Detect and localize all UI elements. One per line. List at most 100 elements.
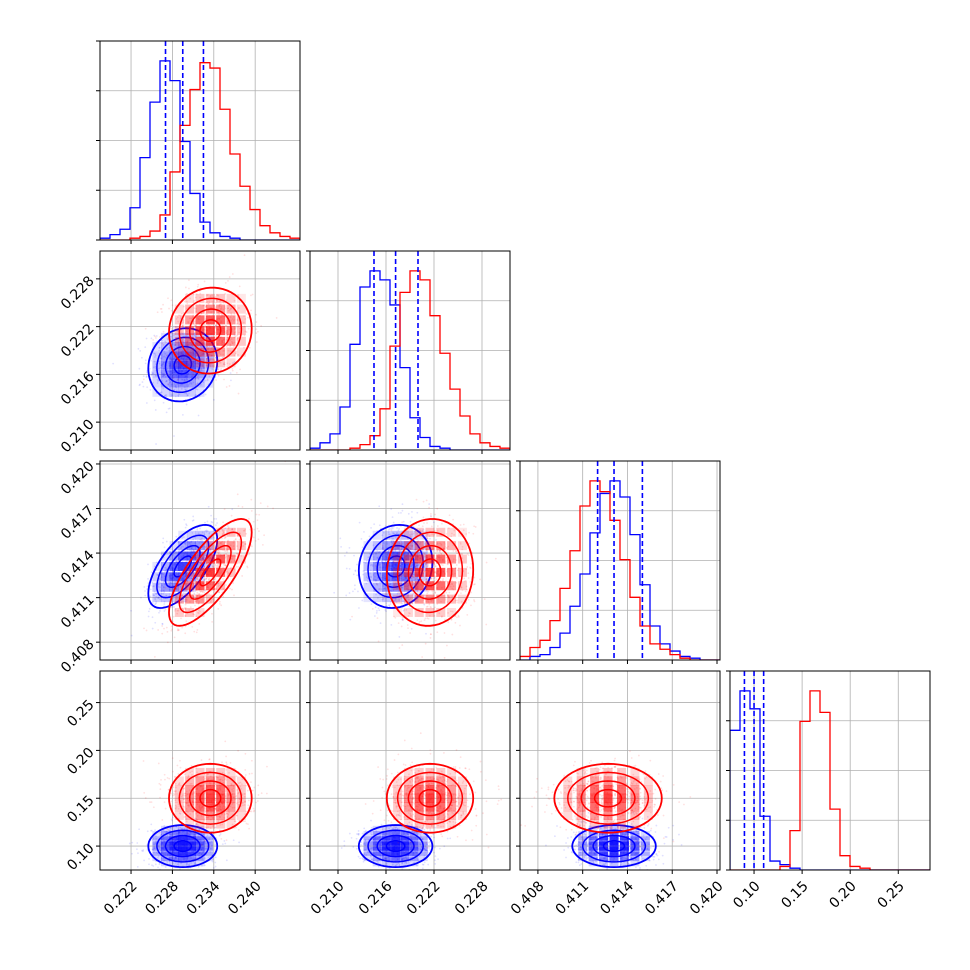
scatter-point: [198, 851, 201, 854]
scatter-point: [213, 548, 216, 551]
scatter-point: [171, 304, 174, 307]
scatter-point: [464, 579, 467, 582]
scatter-point: [159, 849, 162, 852]
scatter-point: [194, 394, 197, 397]
scatter-point: [348, 546, 351, 549]
scatter-point: [174, 582, 177, 584]
scatter-point: [225, 547, 228, 550]
scatter-point: [408, 598, 410, 601]
scatter-point: [376, 583, 379, 586]
scatter-point: [404, 572, 407, 575]
density-cell: [216, 358, 226, 368]
scatter-point: [456, 569, 459, 572]
scatter-point: [150, 373, 153, 376]
scatter-point: [196, 629, 199, 631]
density-cell: [216, 293, 226, 303]
scatter-point: [181, 324, 184, 327]
scatter-point: [400, 625, 403, 628]
scatter-point: [188, 279, 190, 282]
scatter-point: [230, 379, 232, 382]
scatter-point: [374, 579, 377, 582]
density-cell: [447, 541, 457, 551]
scatter-point: [394, 599, 397, 602]
scatter-point: [224, 307, 227, 310]
scatter-point: [138, 367, 141, 370]
y-tick-label: 0.408: [58, 637, 98, 677]
scatter-point: [219, 303, 222, 306]
scatter-point: [411, 563, 414, 566]
scatter-point: [257, 538, 260, 541]
scatter-point: [206, 347, 208, 349]
scatter-point: [157, 585, 160, 588]
scatter-point: [170, 856, 172, 859]
scatter-point: [380, 588, 383, 591]
scatter-point: [223, 361, 226, 364]
scatter-point: [204, 393, 207, 396]
scatter-point: [212, 530, 215, 533]
scatter-point: [402, 520, 405, 523]
scatter-point: [146, 585, 149, 588]
scatter-point: [406, 624, 409, 626]
scatter-point: [455, 549, 458, 552]
scatter-point: [340, 546, 342, 548]
scatter-point: [214, 331, 217, 334]
scatter-point: [216, 294, 218, 296]
scatter-point: [354, 570, 357, 573]
scatter-point: [200, 560, 203, 563]
scatter-point: [228, 363, 231, 365]
scatter-point: [159, 834, 162, 837]
scatter-point: [394, 616, 397, 619]
scatter-point: [175, 560, 178, 563]
scatter-point: [397, 529, 400, 532]
scatter-point: [385, 592, 388, 595]
scatter-point: [173, 383, 176, 386]
scatter-point: [209, 601, 212, 603]
scatter-point: [188, 576, 191, 579]
scatter-point: [185, 334, 188, 337]
scatter-point: [455, 581, 458, 584]
scatter-point: [136, 865, 139, 868]
density-cell: [409, 541, 419, 551]
scatter-point: [452, 560, 455, 563]
density-cell: [391, 561, 401, 571]
scatter-point: [454, 567, 457, 569]
scatter-point: [202, 545, 205, 548]
scatter-point: [210, 563, 213, 566]
scatter-point: [186, 340, 189, 343]
density-cell: [174, 304, 184, 314]
scatter-point: [202, 304, 205, 307]
scatter-point: [439, 542, 441, 545]
scatter-point: [436, 542, 439, 545]
scatter-point: [231, 341, 234, 344]
scatter-point: [255, 341, 258, 343]
scatter-point: [376, 550, 379, 552]
scatter-point: [212, 598, 214, 601]
scatter-point: [152, 865, 155, 867]
scatter-point: [409, 520, 412, 523]
scatter-point: [236, 552, 238, 555]
scatter-point: [246, 565, 249, 568]
scatter-point: [160, 592, 163, 595]
scatter-point: [423, 602, 426, 605]
scatter-point: [479, 578, 481, 581]
scatter-point: [148, 607, 151, 610]
scatter-point: [194, 353, 196, 356]
scatter-point: [466, 566, 469, 568]
scatter-point: [158, 592, 161, 594]
scatter-point: [409, 544, 411, 547]
density-cell: [226, 541, 236, 551]
scatter-point: [200, 853, 203, 855]
scatter-point: [200, 864, 203, 867]
scatter-point: [369, 564, 372, 567]
scatter-point: [153, 565, 156, 568]
scatter-point: [240, 555, 243, 557]
scatter-point: [197, 362, 199, 365]
scatter-point: [250, 498, 253, 501]
density-cell: [381, 551, 391, 561]
scatter-point: [397, 512, 400, 514]
scatter-point: [203, 591, 206, 594]
scatter-point: [230, 307, 232, 310]
scatter-point: [444, 543, 446, 545]
scatter-point: [243, 529, 246, 532]
scatter-point: [153, 585, 155, 587]
